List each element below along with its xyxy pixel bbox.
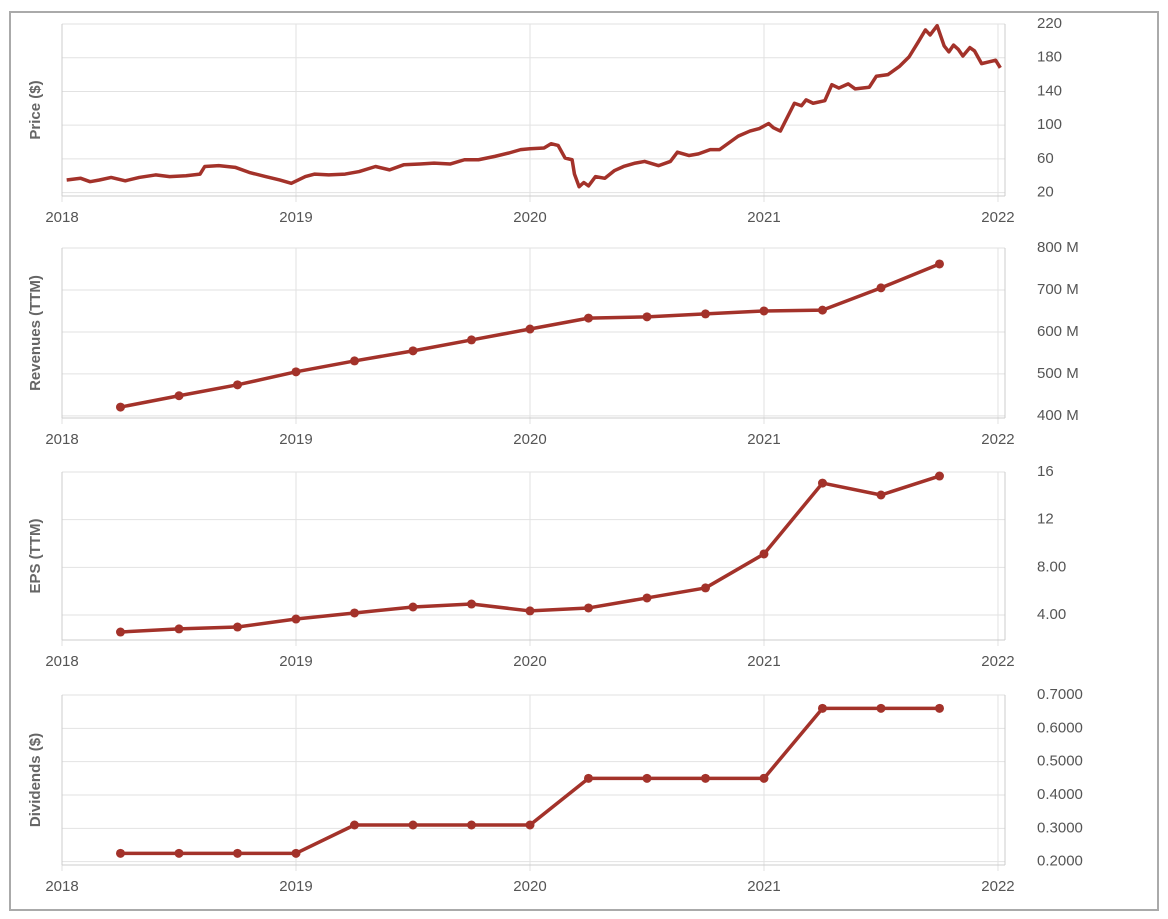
point (876, 490, 886, 500)
point (700, 773, 710, 783)
point (700, 309, 710, 319)
point (349, 356, 359, 366)
y-tick-label: 400 M (1037, 407, 1079, 424)
point (174, 624, 184, 634)
x-tick-label: 2020 (513, 878, 546, 895)
point (349, 820, 359, 830)
y-axis-title: EPS (TTM) (27, 519, 44, 594)
point (583, 773, 593, 783)
y-tick-label: 0.7000 (1037, 686, 1083, 703)
x-tick-label: 2021 (747, 209, 780, 226)
y-tick-label: 0.2000 (1037, 853, 1083, 870)
point (759, 549, 769, 559)
point (174, 391, 184, 401)
point (291, 848, 301, 858)
point (642, 312, 652, 322)
point (232, 622, 242, 632)
point (115, 402, 125, 412)
y-axis-title: Revenues (TTM) (27, 275, 44, 391)
y-tick-label: 4.00 (1037, 606, 1066, 623)
point (934, 259, 944, 269)
point (232, 848, 242, 858)
x-tick-label: 2019 (279, 653, 312, 670)
point (174, 848, 184, 858)
x-tick-label: 2020 (513, 209, 546, 226)
y-tick-label: 0.6000 (1037, 719, 1083, 736)
x-tick-label: 2020 (513, 431, 546, 448)
x-tick-label: 2020 (513, 653, 546, 670)
point (291, 614, 301, 624)
y-tick-label: 16 (1037, 463, 1054, 480)
point (232, 380, 242, 390)
y-tick-label: 600 M (1037, 323, 1079, 340)
x-tick-label: 2022 (981, 431, 1014, 448)
y-tick-label: 8.00 (1037, 558, 1066, 575)
y-tick-label: 700 M (1037, 281, 1079, 298)
y-tick-label: 12 (1037, 511, 1054, 528)
x-tick-label: 2018 (45, 209, 78, 226)
point (408, 602, 418, 612)
point (115, 848, 125, 858)
x-tick-label: 2022 (981, 209, 1014, 226)
x-tick-label: 2019 (279, 431, 312, 448)
point (466, 335, 476, 345)
y-tick-label: 180 (1037, 49, 1062, 66)
x-tick-label: 2018 (45, 878, 78, 895)
y-tick-label: 0.5000 (1037, 753, 1083, 770)
x-tick-label: 2021 (747, 431, 780, 448)
y-tick-label: 100 (1037, 116, 1062, 133)
x-tick-label: 2019 (279, 209, 312, 226)
point (817, 478, 827, 488)
y-tick-label: 60 (1037, 150, 1054, 167)
x-tick-label: 2022 (981, 878, 1014, 895)
point (525, 324, 535, 334)
x-tick-label: 2018 (45, 431, 78, 448)
y-tick-label: 500 M (1037, 365, 1079, 382)
point (934, 471, 944, 481)
y-tick-label: 220 (1037, 15, 1062, 32)
x-tick-label: 2018 (45, 653, 78, 670)
y-axis-title: Price ($) (27, 80, 44, 139)
point (291, 367, 301, 377)
y-tick-label: 20 (1037, 184, 1054, 201)
x-tick-label: 2021 (747, 653, 780, 670)
point (934, 703, 944, 713)
point (759, 773, 769, 783)
point (408, 346, 418, 356)
point (817, 703, 827, 713)
point (700, 583, 710, 593)
point (466, 599, 476, 609)
line (66, 23, 1002, 189)
point (466, 820, 476, 830)
point (642, 593, 652, 603)
y-tick-label: 0.3000 (1037, 819, 1083, 836)
y-axis-title: Dividends ($) (27, 733, 44, 827)
y-tick-label: 800 M (1037, 239, 1079, 256)
point (759, 306, 769, 316)
frame (9, 11, 1159, 911)
y-tick-label: 140 (1037, 82, 1062, 99)
point (525, 820, 535, 830)
point (583, 313, 593, 323)
point (876, 283, 886, 293)
point (408, 820, 418, 830)
point (642, 773, 652, 783)
x-tick-label: 2021 (747, 878, 780, 895)
y-tick-label: 0.4000 (1037, 786, 1083, 803)
point (876, 703, 886, 713)
x-tick-label: 2022 (981, 653, 1014, 670)
point (525, 606, 535, 616)
point (583, 603, 593, 613)
x-tick-label: 2019 (279, 878, 312, 895)
point (115, 627, 125, 637)
point (349, 608, 359, 618)
point (817, 305, 827, 315)
